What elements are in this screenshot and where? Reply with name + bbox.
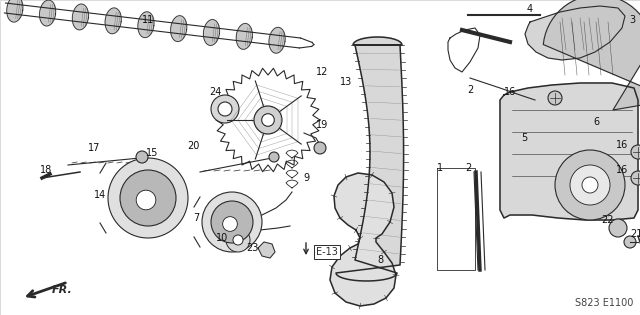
- Polygon shape: [330, 173, 396, 306]
- Text: 4: 4: [527, 4, 533, 14]
- Circle shape: [226, 228, 250, 252]
- Text: S823 E1100: S823 E1100: [575, 298, 634, 308]
- Text: 11: 11: [142, 15, 154, 25]
- Polygon shape: [216, 68, 320, 172]
- Circle shape: [136, 151, 148, 163]
- Text: 16: 16: [616, 140, 628, 150]
- Text: 16: 16: [616, 165, 628, 175]
- Text: 22: 22: [602, 215, 614, 225]
- Circle shape: [609, 219, 627, 237]
- Polygon shape: [204, 20, 220, 45]
- Polygon shape: [236, 23, 252, 49]
- Circle shape: [570, 165, 610, 205]
- Polygon shape: [40, 0, 56, 26]
- Circle shape: [211, 95, 239, 123]
- Text: 2: 2: [465, 163, 471, 173]
- Text: 12: 12: [316, 67, 328, 77]
- Text: 21: 21: [630, 229, 640, 239]
- Text: 8: 8: [377, 255, 383, 265]
- Circle shape: [108, 158, 188, 238]
- Text: 24: 24: [209, 87, 221, 97]
- Text: 5: 5: [521, 133, 527, 143]
- Circle shape: [555, 150, 625, 220]
- Circle shape: [262, 114, 275, 126]
- Text: 17: 17: [88, 143, 100, 153]
- Circle shape: [218, 102, 232, 116]
- Circle shape: [631, 171, 640, 185]
- Polygon shape: [336, 37, 404, 281]
- Circle shape: [136, 190, 156, 210]
- Circle shape: [548, 91, 562, 105]
- Circle shape: [631, 145, 640, 159]
- Circle shape: [202, 192, 262, 252]
- Text: 10: 10: [216, 233, 228, 243]
- Polygon shape: [500, 83, 638, 220]
- Text: 14: 14: [94, 190, 106, 200]
- Polygon shape: [258, 242, 275, 258]
- Circle shape: [254, 106, 282, 134]
- Text: 1: 1: [437, 163, 443, 173]
- Circle shape: [624, 236, 636, 248]
- Circle shape: [120, 170, 176, 226]
- Polygon shape: [72, 4, 88, 30]
- Text: E-13: E-13: [316, 247, 338, 257]
- Polygon shape: [105, 8, 121, 34]
- Text: 9: 9: [303, 173, 309, 183]
- Polygon shape: [138, 12, 154, 38]
- Circle shape: [211, 201, 253, 243]
- Circle shape: [314, 142, 326, 154]
- Circle shape: [223, 217, 237, 231]
- Text: 2: 2: [467, 85, 473, 95]
- Text: 15: 15: [146, 148, 158, 158]
- Polygon shape: [525, 6, 625, 60]
- Polygon shape: [269, 27, 285, 53]
- Text: 23: 23: [246, 243, 258, 253]
- Text: 13: 13: [340, 77, 352, 87]
- Text: 19: 19: [316, 120, 328, 130]
- Text: 18: 18: [40, 165, 52, 175]
- Polygon shape: [171, 16, 187, 42]
- Text: 7: 7: [193, 213, 199, 223]
- Circle shape: [233, 235, 243, 245]
- Text: 20: 20: [187, 141, 199, 151]
- Text: 16: 16: [504, 87, 516, 97]
- Circle shape: [582, 177, 598, 193]
- Text: FR.: FR.: [52, 285, 73, 295]
- Text: 3: 3: [629, 15, 635, 25]
- Text: 6: 6: [593, 117, 599, 127]
- Circle shape: [269, 152, 279, 162]
- Polygon shape: [7, 0, 23, 22]
- Polygon shape: [543, 0, 640, 110]
